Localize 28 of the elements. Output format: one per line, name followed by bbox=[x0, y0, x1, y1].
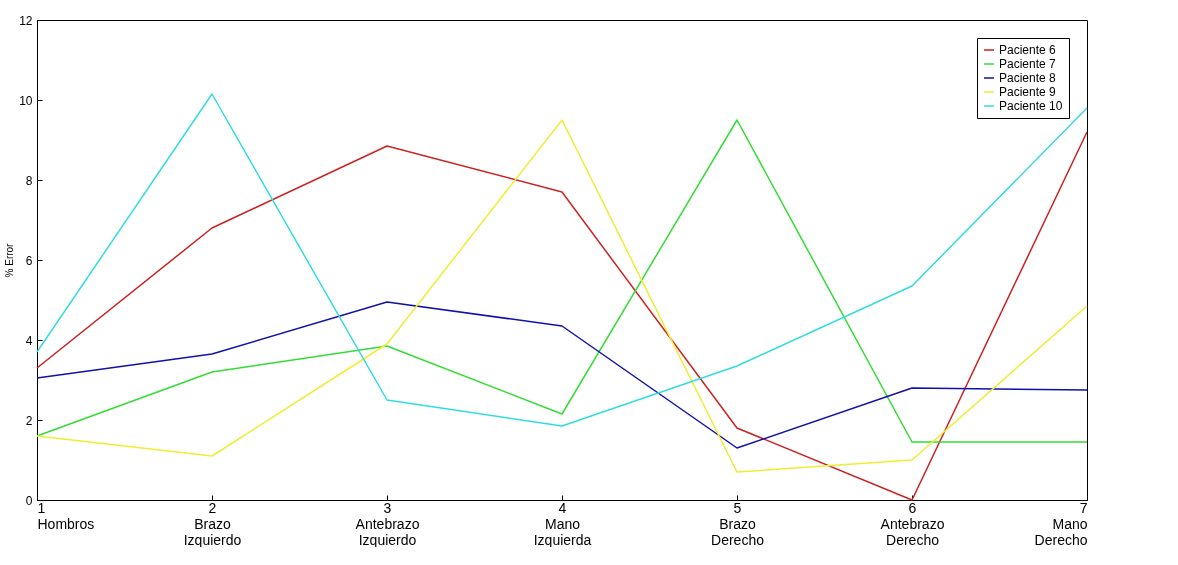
text: Brazo Izquierdo bbox=[183, 515, 242, 548]
y-tick-label: 10 bbox=[19, 93, 33, 108]
legend-label: Paciente 7 bbox=[999, 57, 1057, 71]
text: Mano Derecho bbox=[1034, 515, 1088, 548]
legend-label: Paciente 6 bbox=[999, 43, 1057, 57]
x-tick-label: 1 bbox=[37, 499, 46, 516]
y-tick-label: 12 bbox=[19, 13, 33, 28]
text: Brazo Derecho bbox=[711, 515, 765, 548]
y-axis-title: % Error bbox=[4, 242, 16, 278]
x-tick-label: 6 bbox=[908, 499, 917, 516]
x-tick-label: 5 bbox=[733, 499, 742, 516]
text: Antebrazo Derecho bbox=[880, 515, 945, 548]
y-tick-label: 0 bbox=[25, 493, 33, 508]
text: Antebrazo Izquierdo bbox=[355, 515, 420, 548]
line-series bbox=[36, 301, 1088, 449]
legend-label: Paciente 9 bbox=[999, 85, 1057, 99]
x-tick-label: 4 bbox=[558, 499, 567, 516]
x-tick-label: 3 bbox=[383, 499, 392, 516]
x-tick-label: 2 bbox=[208, 499, 217, 516]
legend-label: Paciente 10 bbox=[999, 99, 1063, 113]
x-tick-label: 7 bbox=[1079, 499, 1088, 516]
y-tick-label: 2 bbox=[25, 413, 33, 428]
text: Hombros bbox=[37, 515, 95, 532]
y-tick-label: 6 bbox=[25, 253, 33, 268]
text: Mano Izquierda bbox=[533, 515, 592, 548]
y-tick-label: 8 bbox=[25, 173, 33, 188]
y-tick-label: 4 bbox=[25, 333, 33, 348]
legend-label: Paciente 8 bbox=[999, 71, 1057, 85]
